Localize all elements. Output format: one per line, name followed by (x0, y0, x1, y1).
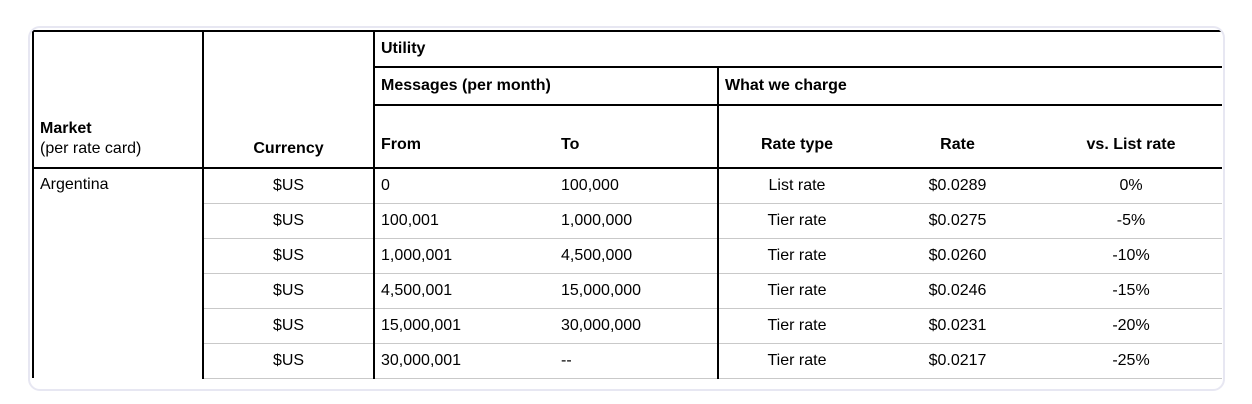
table-row: $US 4,500,001 15,000,000 Tier rate $0.02… (33, 273, 1222, 309)
cell-vs-list-rate: -10% (1040, 238, 1222, 274)
header-row-utility: Market (per rate card) Currency Utility (32, 30, 1222, 169)
cell-vs-list-rate: -20% (1040, 308, 1222, 344)
group-header-messages: Messages (per month) (373, 67, 718, 106)
cell-rate: $0.0260 (875, 238, 1040, 274)
table-row: $US 100,001 1,000,000 Tier rate $0.0275 … (33, 203, 1222, 239)
cell-to: 30,000,000 (555, 308, 718, 344)
market-header-subtitle: (per rate card) (40, 140, 142, 157)
cell-rate: $0.0231 (875, 308, 1040, 344)
cell-rate-type: Tier rate (717, 238, 875, 274)
group-header-what-we-charge: What we charge (717, 67, 1222, 106)
cell-to: 4,500,000 (555, 238, 718, 274)
cell-from: 4,500,001 (373, 273, 555, 309)
market-header-title: Market (40, 120, 92, 137)
cell-currency: $US (202, 203, 374, 239)
rate-card-table: Market (per rate card) Currency Utility … (32, 30, 1222, 379)
cell-to: 100,000 (555, 168, 718, 204)
column-header-vs-list-rate: vs. List rate (1040, 105, 1222, 169)
cell-to: 15,000,000 (555, 273, 718, 309)
cell-vs-list-rate: -15% (1040, 273, 1222, 309)
column-header-to: To (555, 105, 718, 169)
header-row-groups: Messages (per month) What we charge (33, 67, 1222, 106)
table-row: $US 15,000,001 30,000,000 Tier rate $0.0… (33, 308, 1222, 344)
table-row: $US 30,000,001 -- Tier rate $0.0217 -25% (33, 343, 1222, 379)
cell-from: 1,000,001 (373, 238, 555, 274)
column-header-rate-type: Rate type (717, 105, 875, 169)
cell-from: 100,001 (373, 203, 555, 239)
cell-rate: $0.0275 (875, 203, 1040, 239)
cell-currency: $US (202, 273, 374, 309)
cell-rate-type: Tier rate (717, 343, 875, 379)
cell-from: 0 (373, 168, 555, 204)
cell-currency: $US (202, 308, 374, 344)
cell-market: Argentina (32, 168, 203, 378)
cell-rate: $0.0289 (875, 168, 1040, 204)
header-row-columns: From To Rate type Rate vs. List rate (33, 105, 1222, 169)
cell-currency: $US (202, 238, 374, 274)
column-header-market: Market (per rate card) (32, 30, 203, 169)
cell-rate-type: Tier rate (717, 203, 875, 239)
table-row: $US 1,000,001 4,500,000 Tier rate $0.026… (33, 238, 1222, 274)
cell-rate-type: Tier rate (717, 273, 875, 309)
cell-rate: $0.0217 (875, 343, 1040, 379)
cell-vs-list-rate: -5% (1040, 203, 1222, 239)
column-header-from: From (373, 105, 555, 169)
rate-card-container: Market (per rate card) Currency Utility … (28, 26, 1225, 391)
cell-rate: $0.0246 (875, 273, 1040, 309)
cell-currency: $US (202, 343, 374, 379)
group-header-utility: Utility (373, 30, 1222, 68)
cell-vs-list-rate: 0% (1040, 168, 1222, 204)
cell-to: 1,000,000 (555, 203, 718, 239)
table-row: Argentina $US 0 100,000 List rate $0.028… (32, 168, 1222, 378)
cell-from: 30,000,001 (373, 343, 555, 379)
cell-rate-type: Tier rate (717, 308, 875, 344)
column-header-currency: Currency (202, 30, 374, 169)
cell-to: -- (555, 343, 718, 379)
cell-vs-list-rate: -25% (1040, 343, 1222, 379)
column-header-rate: Rate (875, 105, 1040, 169)
cell-currency: $US (202, 168, 374, 204)
cell-rate-type: List rate (717, 168, 875, 204)
cell-from: 15,000,001 (373, 308, 555, 344)
